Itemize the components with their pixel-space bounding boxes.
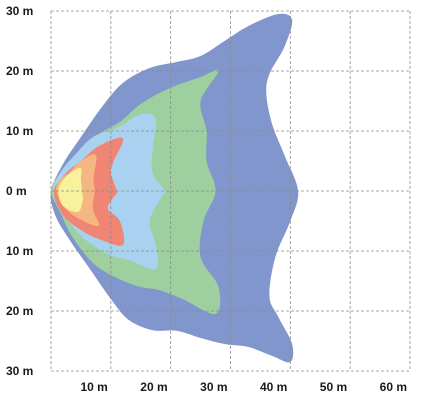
coverage-areas (50, 13, 299, 363)
x-tick-label-2: 20 m (140, 380, 167, 394)
y-tick-label-1: 30 m (6, 4, 33, 18)
y-tick-labels: 30 m 20 m 10 m 0 m 10 m 20 m 30 m (6, 4, 33, 378)
y-tick-label-7: 30 m (6, 364, 33, 378)
x-tick-label-5: 50 m (320, 380, 347, 394)
x-tick-label-3: 30 m (200, 380, 227, 394)
y-tick-label-2: 20 m (6, 64, 33, 78)
x-tick-label-6: 60 m (380, 380, 407, 394)
x-tick-label-1: 10 m (80, 380, 107, 394)
x-tick-label-4: 40 m (260, 380, 287, 394)
y-tick-label-3: 10 m (6, 124, 33, 138)
grid-lines (51, 10, 411, 372)
y-tick-label-6: 20 m (6, 304, 33, 318)
y-tick-label-4: 0 m (6, 184, 27, 198)
y-tick-label-5: 10 m (6, 244, 33, 258)
coverage-area-6 (58, 167, 83, 213)
x-tick-labels: 10 m 20 m 30 m 40 m 50 m 60 m (80, 380, 407, 394)
